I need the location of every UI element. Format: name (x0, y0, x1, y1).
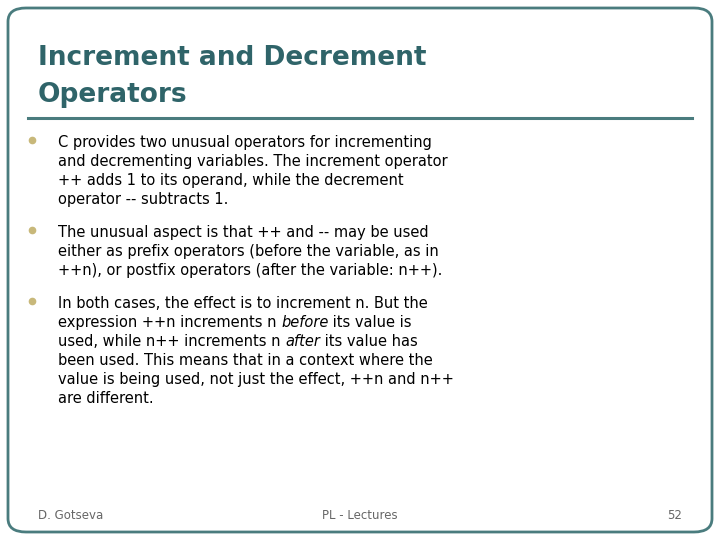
Text: ++ adds 1 to its operand, while the decrement: ++ adds 1 to its operand, while the decr… (58, 173, 404, 188)
Text: are different.: are different. (58, 391, 153, 406)
Text: been used. This means that in a context where the: been used. This means that in a context … (58, 353, 433, 368)
Text: C provides two unusual operators for incrementing: C provides two unusual operators for inc… (58, 135, 432, 150)
Text: and decrementing variables. The increment operator: and decrementing variables. The incremen… (58, 154, 448, 169)
Text: value is being used, not just the effect, ++n and n++: value is being used, not just the effect… (58, 372, 454, 387)
Text: 52: 52 (667, 509, 682, 522)
Text: operator -- subtracts 1.: operator -- subtracts 1. (58, 192, 228, 207)
Text: ++n), or postfix operators (after the variable: n++).: ++n), or postfix operators (after the va… (58, 263, 442, 278)
Text: D. Gotseva: D. Gotseva (38, 509, 103, 522)
Text: Operators: Operators (38, 82, 188, 108)
Text: its value is: its value is (328, 315, 412, 330)
Text: PL - Lectures: PL - Lectures (322, 509, 398, 522)
Text: after: after (285, 334, 320, 349)
Text: before: before (281, 315, 328, 330)
Text: used, while n++ increments n: used, while n++ increments n (58, 334, 285, 349)
Text: In both cases, the effect is to increment n. But the: In both cases, the effect is to incremen… (58, 296, 428, 311)
Text: its value has: its value has (320, 334, 418, 349)
Text: Increment and Decrement: Increment and Decrement (38, 45, 426, 71)
FancyBboxPatch shape (8, 8, 712, 532)
Text: either as prefix operators (before the variable, as in: either as prefix operators (before the v… (58, 244, 438, 259)
Text: The unusual aspect is that ++ and -- may be used: The unusual aspect is that ++ and -- may… (58, 225, 428, 240)
Text: expression ++n increments n: expression ++n increments n (58, 315, 281, 330)
